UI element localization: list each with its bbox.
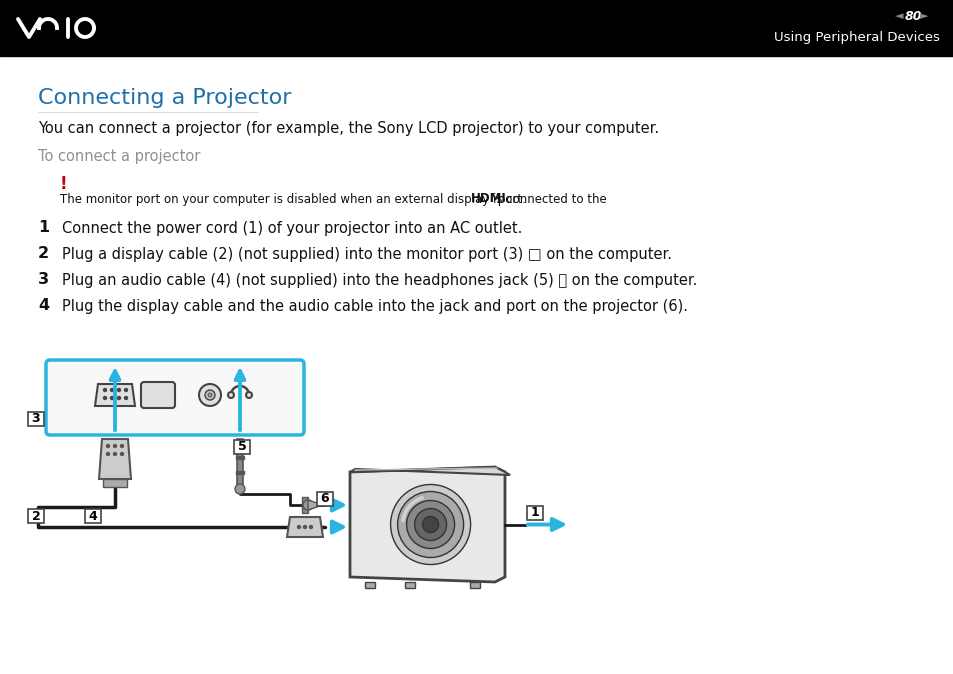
Polygon shape xyxy=(350,467,510,475)
Circle shape xyxy=(117,396,120,400)
FancyBboxPatch shape xyxy=(141,382,174,408)
Text: You can connect a projector (for example, the Sony LCD projector) to your comput: You can connect a projector (for example… xyxy=(38,121,659,135)
Circle shape xyxy=(297,526,300,528)
Circle shape xyxy=(205,390,214,400)
Circle shape xyxy=(303,526,306,528)
Circle shape xyxy=(234,484,245,494)
Circle shape xyxy=(303,500,313,510)
Polygon shape xyxy=(287,517,323,537)
Circle shape xyxy=(111,388,113,392)
Bar xyxy=(236,439,243,489)
Bar xyxy=(0,0,953,56)
Polygon shape xyxy=(350,467,504,582)
Text: Plug a display cable (2) (not supplied) into the monitor port (3) □ on the compu: Plug a display cable (2) (not supplied) … xyxy=(62,247,671,262)
Polygon shape xyxy=(99,439,131,479)
Text: 2: 2 xyxy=(31,510,40,522)
Circle shape xyxy=(125,388,128,392)
Bar xyxy=(365,582,375,588)
Text: 4: 4 xyxy=(89,510,97,522)
Circle shape xyxy=(309,526,313,528)
Circle shape xyxy=(107,452,110,456)
Text: The monitor port on your computer is disabled when an external display is connec: The monitor port on your computer is dis… xyxy=(60,193,610,206)
Circle shape xyxy=(120,452,123,456)
Bar xyxy=(316,492,333,506)
Text: port.: port. xyxy=(494,193,526,206)
Circle shape xyxy=(103,388,107,392)
Circle shape xyxy=(397,491,463,557)
Polygon shape xyxy=(308,500,323,510)
Circle shape xyxy=(125,396,128,400)
Text: HDMI: HDMI xyxy=(471,193,507,206)
Text: Connecting a Projector: Connecting a Projector xyxy=(38,88,292,108)
Bar xyxy=(526,506,542,520)
Polygon shape xyxy=(95,384,135,406)
Bar xyxy=(28,412,44,426)
Bar xyxy=(235,471,244,474)
Circle shape xyxy=(117,388,120,392)
Text: 1: 1 xyxy=(38,220,49,235)
Text: !: ! xyxy=(60,175,68,193)
Circle shape xyxy=(228,392,233,398)
Text: Plug the display cable and the audio cable into the jack and port on the project: Plug the display cable and the audio cab… xyxy=(62,299,687,313)
Text: 6: 6 xyxy=(320,493,329,506)
Bar xyxy=(470,582,479,588)
Text: 2: 2 xyxy=(38,247,49,262)
Bar xyxy=(28,509,44,523)
Text: ►: ► xyxy=(919,11,927,21)
Circle shape xyxy=(103,396,107,400)
Bar xyxy=(302,497,308,513)
Circle shape xyxy=(199,384,221,406)
Text: 4: 4 xyxy=(38,299,49,313)
Text: Using Peripheral Devices: Using Peripheral Devices xyxy=(773,30,939,44)
Text: 3: 3 xyxy=(31,412,40,425)
Text: ◄: ◄ xyxy=(894,11,902,21)
Circle shape xyxy=(107,444,110,448)
FancyBboxPatch shape xyxy=(46,360,304,435)
Circle shape xyxy=(406,501,455,549)
Circle shape xyxy=(111,396,113,400)
Circle shape xyxy=(415,508,446,541)
Circle shape xyxy=(113,444,116,448)
Text: Connect the power cord (1) of your projector into an AC outlet.: Connect the power cord (1) of your proje… xyxy=(62,220,522,235)
Circle shape xyxy=(113,452,116,456)
Bar xyxy=(85,509,101,523)
Circle shape xyxy=(390,485,470,565)
Circle shape xyxy=(422,516,438,532)
Text: 1: 1 xyxy=(530,506,538,519)
Bar xyxy=(235,456,244,459)
Circle shape xyxy=(246,392,252,398)
Bar xyxy=(405,582,415,588)
Circle shape xyxy=(120,444,123,448)
Text: Plug an audio cable (4) (not supplied) into the headphones jack (5) ⌣ on the com: Plug an audio cable (4) (not supplied) i… xyxy=(62,272,697,288)
Text: 3: 3 xyxy=(38,272,49,288)
Text: To connect a projector: To connect a projector xyxy=(38,148,200,164)
Text: 5: 5 xyxy=(237,441,246,454)
Bar xyxy=(233,440,250,454)
Bar xyxy=(103,479,127,487)
Text: 80: 80 xyxy=(904,9,922,22)
Circle shape xyxy=(208,393,212,397)
